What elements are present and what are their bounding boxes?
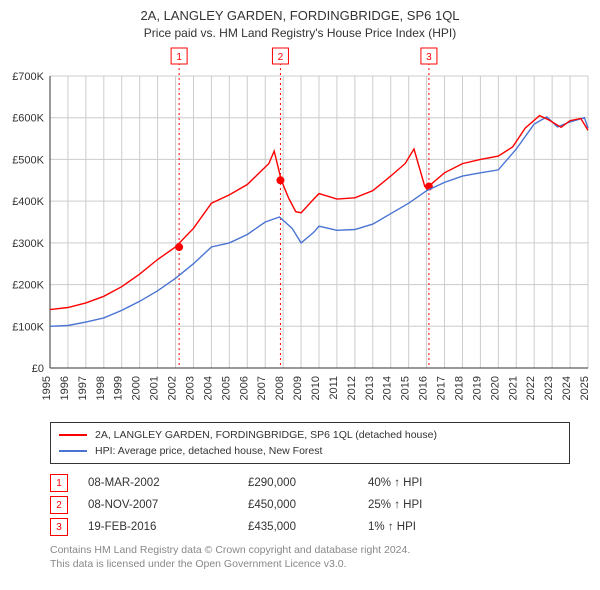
tx-date: 19-FEB-2016 [88, 521, 248, 533]
svg-text:2021: 2021 [507, 376, 519, 400]
svg-text:2010: 2010 [310, 376, 322, 400]
svg-text:2003: 2003 [184, 376, 196, 400]
svg-text:£600K: £600K [12, 113, 44, 125]
tx-marker-icon: 1 [50, 474, 68, 492]
svg-text:£400K: £400K [12, 196, 44, 208]
svg-text:1999: 1999 [113, 376, 125, 400]
tx-marker-icon: 3 [50, 518, 68, 536]
svg-text:2011: 2011 [328, 376, 340, 400]
svg-text:2013: 2013 [364, 376, 376, 400]
svg-text:1997: 1997 [77, 376, 89, 400]
svg-text:2001: 2001 [149, 376, 161, 400]
table-row: 2 08-NOV-2007 £450,000 25% ↑ HPI [50, 494, 570, 516]
svg-text:2000: 2000 [131, 376, 143, 400]
svg-text:2018: 2018 [453, 376, 465, 400]
svg-text:2020: 2020 [489, 376, 501, 400]
chart-area: £0 £100K £200K £300K £400K £500K £600K £700K 199… [0, 46, 600, 416]
svg-text:2025: 2025 [579, 376, 591, 400]
legend-swatch-icon [59, 434, 87, 436]
legend-label: HPI: Average price, detached house, New … [95, 445, 322, 457]
svg-text:2015: 2015 [400, 376, 412, 400]
svg-text:£700K: £700K [12, 71, 44, 83]
svg-text:2024: 2024 [561, 376, 573, 400]
footnote-line: This data is licensed under the Open Gov… [50, 558, 570, 572]
legend: 2A, LANGLEY GARDEN, FORDINGBRIDGE, SP6 1… [50, 422, 570, 464]
chart-subtitle: Price paid vs. HM Land Registry's House … [0, 23, 600, 46]
svg-text:2023: 2023 [543, 376, 555, 400]
svg-text:2007: 2007 [256, 376, 268, 400]
svg-text:2006: 2006 [238, 376, 250, 400]
footnote: Contains HM Land Registry data © Crown c… [50, 544, 570, 571]
legend-label: 2A, LANGLEY GARDEN, FORDINGBRIDGE, SP6 1… [95, 429, 437, 441]
svg-text:2004: 2004 [202, 376, 214, 400]
tx-date: 08-MAR-2002 [88, 477, 248, 489]
svg-text:£500K: £500K [12, 154, 44, 166]
svg-text:£200K: £200K [12, 280, 44, 292]
tx-marker-icon: 2 [50, 496, 68, 514]
svg-text:2005: 2005 [220, 376, 232, 400]
svg-text:1996: 1996 [59, 376, 71, 400]
transactions-table: 1 08-MAR-2002 £290,000 40% ↑ HPI 2 08-NO… [50, 472, 570, 538]
svg-text:2016: 2016 [418, 376, 430, 400]
legend-swatch-icon [59, 450, 87, 452]
tx-delta: 40% ↑ HPI [368, 477, 488, 489]
svg-text:2012: 2012 [346, 376, 358, 400]
svg-text:2: 2 [278, 52, 284, 63]
svg-text:2002: 2002 [167, 376, 179, 400]
svg-text:£300K: £300K [12, 238, 44, 250]
svg-text:2019: 2019 [471, 376, 483, 400]
line-chart-svg: £0 £100K £200K £300K £400K £500K £600K £700K 199… [0, 46, 600, 416]
svg-text:1: 1 [176, 52, 182, 63]
svg-text:3: 3 [426, 52, 432, 63]
legend-item: HPI: Average price, detached house, New … [59, 443, 561, 459]
legend-item: 2A, LANGLEY GARDEN, FORDINGBRIDGE, SP6 1… [59, 427, 561, 443]
chart-title: 2A, LANGLEY GARDEN, FORDINGBRIDGE, SP6 1… [0, 0, 600, 23]
svg-text:2022: 2022 [525, 376, 537, 400]
svg-text:1998: 1998 [95, 376, 107, 400]
svg-text:£0: £0 [32, 363, 44, 375]
svg-text:£100K: £100K [12, 321, 44, 333]
table-row: 1 08-MAR-2002 £290,000 40% ↑ HPI [50, 472, 570, 494]
table-row: 3 19-FEB-2016 £435,000 1% ↑ HPI [50, 516, 570, 538]
tx-price: £435,000 [248, 521, 368, 533]
footnote-line: Contains HM Land Registry data © Crown c… [50, 544, 570, 558]
tx-price: £450,000 [248, 499, 368, 511]
tx-date: 08-NOV-2007 [88, 499, 248, 511]
svg-text:2008: 2008 [274, 376, 286, 400]
svg-text:2014: 2014 [382, 376, 394, 400]
svg-text:2009: 2009 [292, 376, 304, 400]
tx-price: £290,000 [248, 477, 368, 489]
svg-text:1995: 1995 [41, 376, 53, 400]
svg-text:2017: 2017 [436, 376, 448, 400]
tx-delta: 1% ↑ HPI [368, 521, 488, 533]
tx-delta: 25% ↑ HPI [368, 499, 488, 511]
